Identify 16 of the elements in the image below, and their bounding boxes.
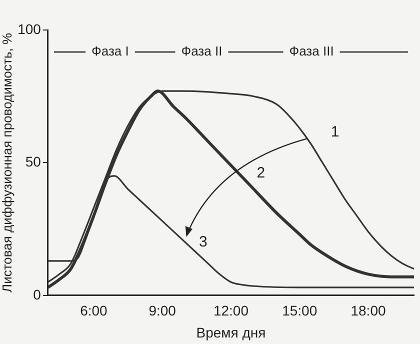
annotation: Фаза III: [289, 44, 334, 59]
x-tick-label: 9:00: [148, 302, 176, 319]
x-tick-label: 18:00: [350, 302, 386, 319]
annotation: Фаза I: [91, 44, 129, 59]
series-label: 3: [199, 233, 208, 250]
x-axis-title: Время дня: [196, 324, 266, 340]
x-tick-label: 15:00: [282, 302, 318, 319]
x-tick-label: 12:00: [213, 302, 249, 319]
series-label: 2: [256, 164, 266, 182]
annotation: Фаза II: [181, 44, 222, 59]
y-tick-label: 100: [18, 20, 42, 37]
series-label: 1: [330, 123, 340, 140]
y-tick-label: 0: [33, 286, 42, 302]
y-tick-label: 50: [25, 154, 42, 170]
y-axis-title: Листовая диффузионная проводимость, %: [0, 32, 14, 292]
x-tick-label: 6:00: [80, 302, 108, 319]
